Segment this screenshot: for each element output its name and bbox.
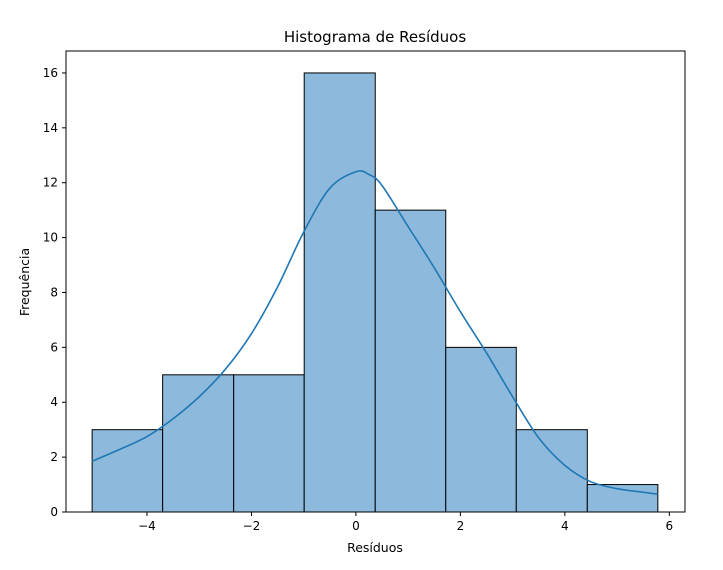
plot-frame [65, 50, 686, 513]
y-tick-label: 12 [43, 176, 58, 190]
y-axis: 0 2 4 6 8 10 12 14 16 [43, 66, 66, 519]
y-tick-label: 2 [50, 450, 58, 464]
x-tick-label: −2 [243, 519, 261, 533]
histogram-bar-7 [586, 484, 659, 513]
histogram-bar-1 [162, 374, 235, 513]
kde-group [91, 170, 658, 495]
chart-title: Histograma de Resíduos [284, 28, 466, 46]
x-tick-label: 0 [352, 519, 360, 533]
histogram-bar-4 [374, 209, 447, 513]
histogram-bar-2 [233, 374, 305, 513]
x-axis: −4 −2 0 2 4 6 [138, 512, 673, 533]
x-tick-label: 6 [666, 519, 674, 533]
y-tick-label: 4 [50, 395, 58, 409]
y-tick-label: 16 [43, 66, 58, 80]
x-tick-label: 4 [561, 519, 569, 533]
histogram-bar-6 [515, 429, 588, 513]
y-tick-label: 14 [43, 121, 58, 135]
histogram-bar-0 [91, 429, 164, 513]
y-tick-label: 10 [43, 231, 58, 245]
histogram-bar-3 [303, 72, 376, 513]
x-tick-label: 2 [457, 519, 465, 533]
y-tick-label: 0 [50, 505, 58, 519]
y-tick-label: 6 [50, 340, 58, 354]
x-tick-label: −4 [138, 519, 156, 533]
x-axis-label: Resíduos [347, 540, 403, 555]
bars-group [91, 72, 659, 513]
histogram-bar-5 [445, 346, 517, 513]
kde-line [91, 170, 658, 495]
y-tick-label: 8 [50, 285, 58, 299]
y-axis-label: Frequência [17, 248, 32, 316]
